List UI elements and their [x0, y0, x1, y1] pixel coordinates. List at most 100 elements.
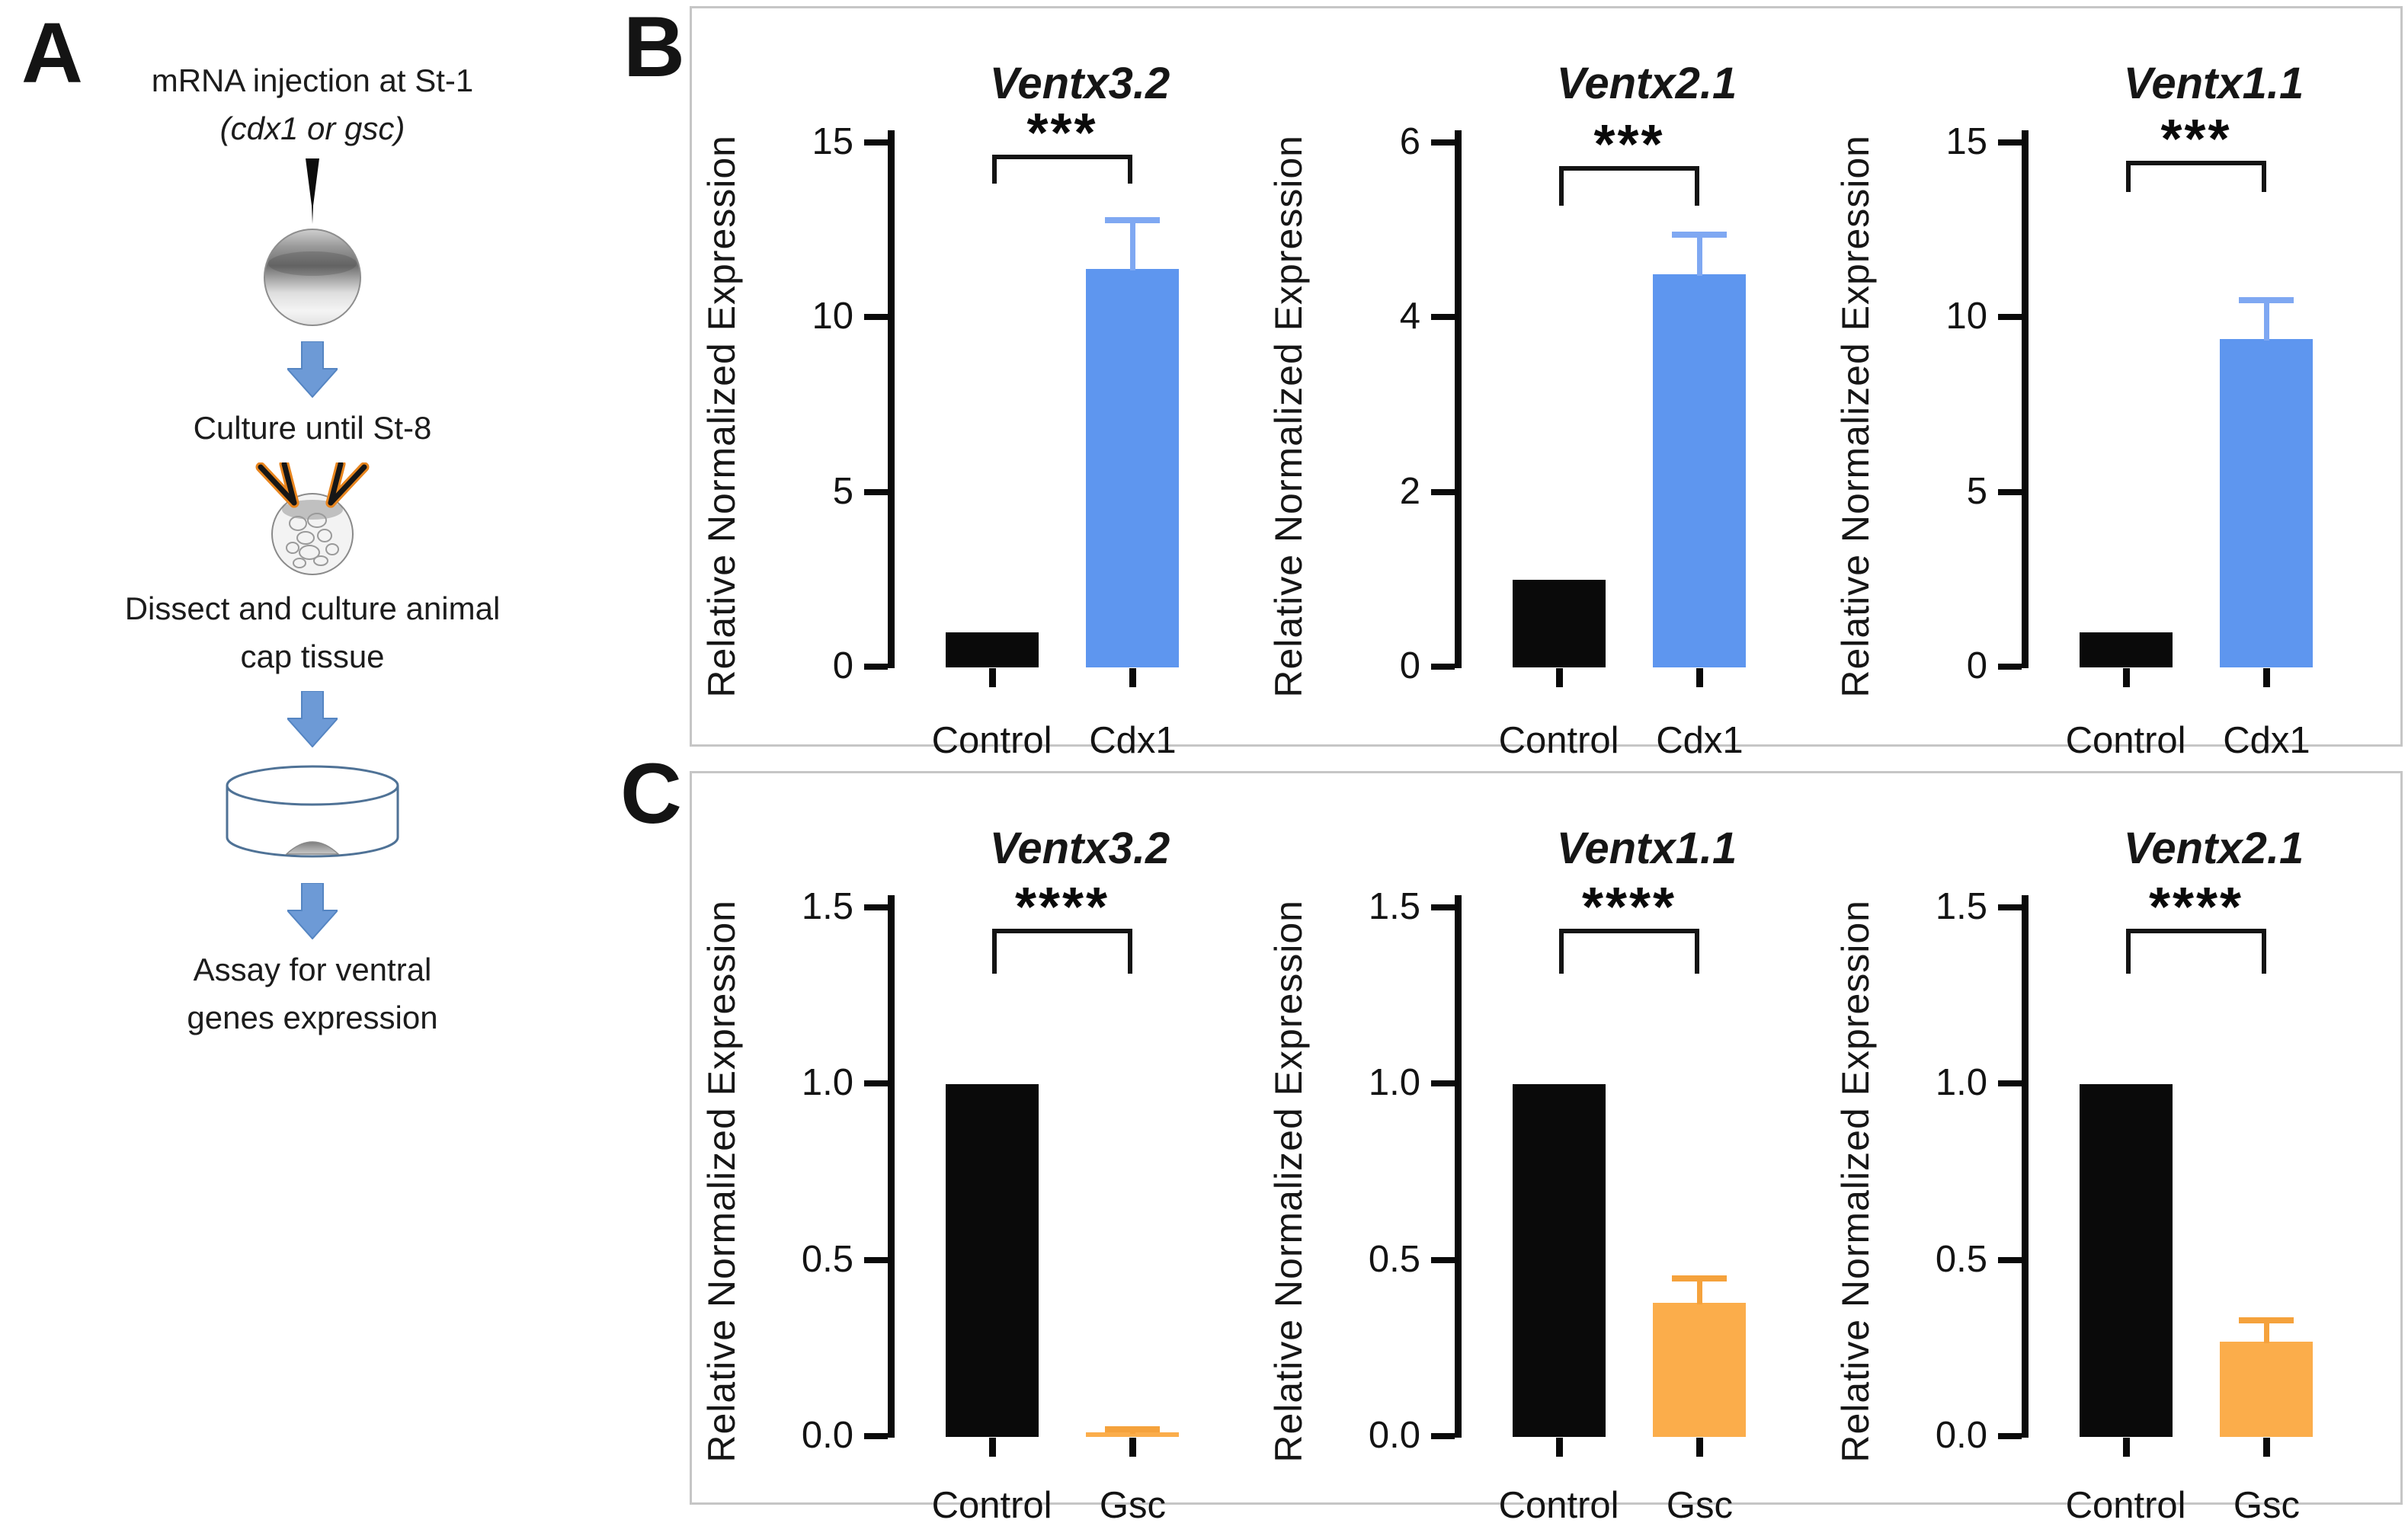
- x-category-label: Control: [1498, 1484, 1619, 1526]
- bar-gsc: [1086, 1432, 1180, 1437]
- y-tick-label: 2: [1399, 470, 1420, 512]
- chart-title: Ventx3.2: [989, 59, 1170, 108]
- y-tick-mark: [1998, 1080, 2022, 1087]
- x-category-labels: Control Gsc: [1462, 1484, 1832, 1539]
- bar-control: [2079, 632, 2173, 667]
- y-axis-label-text: Relative Normalized Expression: [1834, 135, 1877, 698]
- y-tick-mark: [864, 139, 888, 146]
- arrow-down-icon: [287, 883, 338, 939]
- chart-body: Relative Normalized Expression 0 5 10 15 ***: [1832, 112, 2399, 698]
- y-tick-label: 0: [832, 645, 853, 686]
- step-text-line: Dissect and culture animal: [124, 590, 501, 626]
- y-tick-label: 0: [1399, 645, 1420, 686]
- chart-b-ventx3-2: Ventx3.2 Relative Normalized Expression 0 5…: [698, 21, 1265, 774]
- x-category-labels: Control Gsc: [895, 1484, 1265, 1539]
- bar-control: [2079, 1084, 2173, 1437]
- y-tick-label: 0.0: [801, 1415, 853, 1456]
- significance-bracket: [2125, 928, 2267, 933]
- axis-gutter: [745, 135, 895, 698]
- chart-b-ventx1-1: Ventx1.1 Relative Normalized Expression 0 5…: [1832, 21, 2399, 774]
- plot-area: 0.0 0.5 1.0 1.5 ****: [802, 880, 1230, 1457]
- y-tick-mark: [1998, 1256, 2022, 1263]
- y-tick-label: 0.5: [1368, 1238, 1420, 1280]
- step-text-line: Assay for ventral: [193, 952, 432, 987]
- y-tick-label: 5: [832, 470, 853, 512]
- petri-dish-icon: [226, 765, 399, 858]
- significance-bracket-end: [1695, 928, 1700, 974]
- bar-gsc: [2220, 1342, 2314, 1437]
- y-tick-label: 1.5: [801, 886, 853, 927]
- step-text-line: mRNA injection at St-1: [151, 62, 474, 98]
- bar-control: [1512, 1084, 1606, 1437]
- y-axis-label-text: Relative Normalized Expression: [1834, 900, 1877, 1463]
- y-tick-label: 1.0: [1368, 1062, 1420, 1104]
- y-tick-label: 4: [1399, 296, 1420, 338]
- error-bar-stem: [1130, 219, 1136, 271]
- x-category-label: Gsc: [1666, 1484, 1733, 1526]
- y-tick-mark: [1998, 904, 2022, 910]
- y-tick-mark: [1431, 904, 1455, 910]
- bar-cdx1: [1653, 274, 1747, 667]
- x-tick-mark: [1696, 668, 1704, 687]
- y-axis: [888, 895, 895, 1438]
- injection-needle-icon: [306, 158, 319, 224]
- y-tick-mark: [1431, 1433, 1455, 1439]
- chart-b-ventx2-1: Ventx2.1 Relative Normalized Expression 0 2…: [1265, 21, 1832, 774]
- y-tick-label: 1.5: [1368, 886, 1420, 927]
- x-tick-mark: [2263, 668, 2271, 687]
- axis-gutter: [1312, 900, 1462, 1463]
- y-tick-mark: [1998, 664, 2022, 670]
- x-tick-mark: [1555, 668, 1563, 687]
- y-tick-mark: [1998, 314, 2022, 321]
- panel-a-workflow: mRNA injection at St-1 (cdx1 or gsc) Cul…: [53, 56, 572, 1041]
- y-axis-label-text: Relative Normalized Expression: [1267, 900, 1310, 1463]
- y-tick-mark: [864, 314, 888, 321]
- x-tick-mark: [1696, 1438, 1704, 1457]
- axis-gutter: [1879, 135, 2029, 698]
- step-text-line: cap tissue: [240, 638, 385, 674]
- error-bar-stem: [1697, 1278, 1703, 1305]
- significance-bracket-end: [1128, 154, 1133, 184]
- x-tick-mark: [1129, 1438, 1137, 1457]
- y-tick-label: 5: [1966, 470, 1987, 512]
- y-axis: [1455, 895, 1462, 1438]
- error-bar-stem: [1697, 235, 1703, 276]
- plot-area: 0 5 10 15 ***: [1945, 112, 2364, 687]
- y-tick-mark: [864, 1433, 888, 1439]
- panel-c-charts-row: Ventx3.2 Relative Normalized Expression 0.…: [692, 773, 2400, 1539]
- significance-bracket-end: [1558, 165, 1564, 206]
- chart-body: Relative Normalized Expression 0 2 4 6 ***: [1265, 117, 1832, 698]
- error-bar-stem: [2264, 300, 2270, 341]
- plot-area: 0 5 10 15 ***: [812, 106, 1230, 687]
- chart-c-ventx1-1: Ventx1.1 Relative Normalized Expression 0.…: [1265, 785, 1832, 1539]
- significance-bracket-end: [1695, 165, 1700, 206]
- x-category-labels: Control Gsc: [2029, 1484, 2399, 1539]
- chart-title: Ventx2.1: [1556, 59, 1737, 108]
- arrow-down-icon: [287, 341, 338, 398]
- significance-stars: ****: [1014, 876, 1110, 938]
- panel-b-label: B: [623, 0, 685, 94]
- y-axis-label: Relative Normalized Expression: [698, 900, 745, 1463]
- panel-b-box: Ventx3.2 Relative Normalized Expression 0 5…: [690, 6, 2403, 761]
- significance-stars: ***: [1593, 114, 1665, 175]
- x-tick-mark: [1129, 668, 1137, 687]
- arrow-down-icon: [287, 691, 338, 747]
- x-tick-mark: [2263, 1438, 2271, 1457]
- y-axis-label-text: Relative Normalized Expression: [700, 900, 743, 1463]
- chart-body: Relative Normalized Expression 0.0 0.5 1.0 1…: [1832, 880, 2399, 1463]
- chart-c-ventx2-1: Ventx2.1 Relative Normalized Expression 0.…: [1832, 785, 2399, 1539]
- panel-a-label: A: [21, 5, 83, 101]
- x-category-label: Cdx1: [1656, 719, 1744, 761]
- x-category-labels: Control Cdx1: [895, 719, 1265, 774]
- y-tick-label: 0.0: [1368, 1415, 1420, 1456]
- y-tick-mark: [864, 664, 888, 670]
- step-text-line: genes expression: [187, 1000, 438, 1035]
- step-text-dissect: Dissect and culture animal cap tissue: [125, 584, 501, 680]
- y-tick-mark: [1431, 314, 1455, 321]
- significance-bracket: [2125, 161, 2267, 166]
- error-bar-cap: [1672, 1275, 1728, 1281]
- significance-bracket-end: [2125, 161, 2131, 193]
- y-tick-label: 15: [812, 121, 853, 162]
- significance-stars: ***: [2160, 109, 2232, 171]
- y-axis-label: Relative Normalized Expression: [1832, 135, 1879, 698]
